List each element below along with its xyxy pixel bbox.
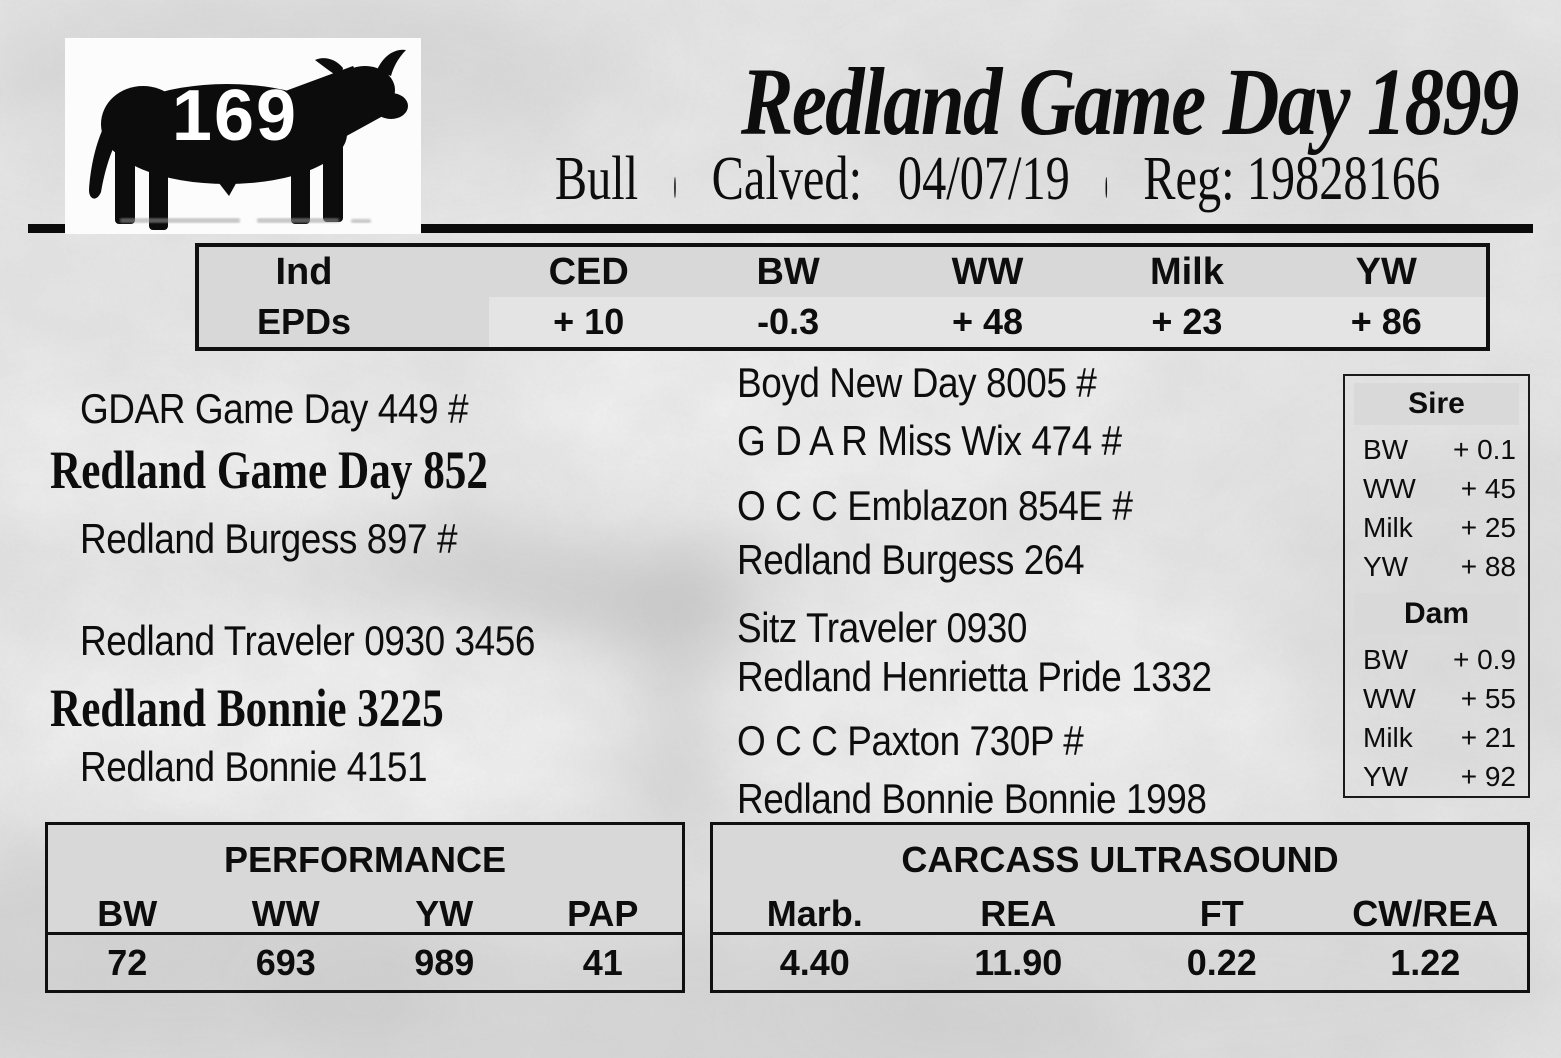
pedigree-sire: Redland Game Day 852 [50,440,489,500]
epd-table: Ind CED BW WW Milk YW EPDs + 10 -0.3 + 4… [195,243,1490,351]
calved-date: 04/07/19 [897,145,1070,213]
epd-header-bw: BW [756,250,820,293]
performance-header-ww: WW [251,893,320,934]
lot-number: 169 [171,76,299,156]
performance-value-yw: 989 [414,941,475,983]
carcass-header-marb: Marb. [766,893,863,934]
sire-epd-row: WW + 45 [1345,469,1528,508]
animal-name-title: Redland Game Day 1899 [741,48,1519,155]
epd-value-ced: + 10 [489,297,689,347]
epd-value-ww: + 48 [887,297,1088,347]
pedigree-dam-sire: Redland Traveler 0930 3456 [80,617,536,664]
calved-label: Calved: [711,145,863,213]
epd-value: + 0.1 [1452,434,1516,465]
sire-epd-row: YW + 88 [1345,547,1528,586]
epd-header-ind: Ind [275,250,333,293]
performance-header-yw: YW [415,893,474,934]
sex-label: Bull [554,145,639,213]
performance-table: PERFORMANCE BW WW YW PAP 72 693 989 41 [45,822,685,993]
pedigree-line: Redland Burgess 264 [737,536,1085,583]
epd-value: + 92 [1460,761,1516,792]
pedigree-dam-dam: Redland Bonnie 4151 [80,743,428,790]
carcass-header-ft: FT [1199,893,1244,934]
carcass-title: CARCASS ULTRASOUND [901,839,1339,880]
bullet-separator-icon [674,176,676,198]
epd-header-ww: WW [951,250,1024,293]
carcass-value-cwrea: 1.22 [1390,941,1461,983]
performance-header-pap: PAP [567,893,639,934]
carcass-value-ft: 0.22 [1186,941,1257,983]
animal-subtitle: Bull Calved: 04/07/19 Reg: 19828166 [555,148,1440,210]
epd-value: + 55 [1460,683,1516,714]
sire-epd-row: Milk + 25 [1345,508,1528,547]
carcass-header-cwrea: CW/REA [1352,893,1499,934]
epd-header-yw: YW [1355,250,1417,293]
registration-number: Reg: 19828166 [1143,145,1441,213]
dam-epd-row: YW + 92 [1345,757,1528,796]
epd-label: WW [1363,473,1416,504]
epd-label: Milk [1363,512,1413,543]
epd-header-milk: Milk [1149,250,1224,293]
pedigree-line: Sitz Traveler 0930 [737,604,1027,651]
performance-title: PERFORMANCE [223,839,506,880]
epd-label: YW [1363,761,1409,792]
epd-value: + 0.9 [1452,644,1516,675]
pedigree-line: O C C Paxton 730P # [737,717,1084,764]
performance-table-header: PERFORMANCE BW WW YW PAP [48,825,682,935]
epd-row-label: EPDs [256,301,352,342]
carcass-table-header: CARCASS ULTRASOUND Marb. REA FT CW/REA [713,825,1527,935]
epd-label: Milk [1363,722,1413,753]
epd-label: WW [1363,683,1416,714]
dam-epd-row: Milk + 21 [1345,718,1528,757]
performance-value-bw: 72 [107,941,148,983]
performance-value-ww: 693 [255,941,316,983]
epd-value: + 25 [1460,512,1516,543]
pedigree-sire-dam: Redland Burgess 897 # [80,515,458,562]
epd-value-milk: + 23 [1087,297,1287,347]
pedigree-line: Boyd New Day 8005 # [737,359,1097,406]
pedigree-line: Redland Henrietta Pride 1332 [737,653,1212,700]
parent-epd-box: Sire BW + 0.1 WW + 45 Milk + 25 YW + 88 … [1343,374,1530,798]
pedigree-line: G D A R Miss Wix 474 # [737,417,1122,464]
carcass-value-marb: 4.40 [779,941,850,983]
epd-header-ced: CED [548,250,629,293]
epd-label: YW [1363,551,1409,582]
carcass-header-rea: REA [980,893,1057,934]
carcass-ultrasound-table: CARCASS ULTRASOUND Marb. REA FT CW/REA 4… [710,822,1530,993]
bullet-separator-icon [1105,176,1108,198]
pedigree-sire-sire: GDAR Game Day 449 # [80,385,469,432]
epd-value: + 45 [1460,473,1516,504]
epd-value-bw: -0.3 [688,297,888,347]
performance-header-bw: BW [97,893,158,934]
sire-epd-header: Sire [1354,383,1519,425]
header-divider-rule [28,224,1533,233]
pedigree-dam: Redland Bonnie 3225 [50,678,444,738]
dam-epd-row: WW + 55 [1345,679,1528,718]
performance-value-pap: 41 [582,941,623,983]
pedigree-line: Redland Bonnie Bonnie 1998 [737,775,1207,822]
epd-label: BW [1363,644,1409,675]
epd-value: + 21 [1460,722,1516,753]
epd-label: BW [1363,434,1409,465]
epd-value-yw: + 86 [1286,297,1486,347]
carcass-value-rea: 11.90 [974,941,1063,983]
dam-epd-row: BW + 0.9 [1345,640,1528,679]
pedigree-line: O C C Emblazon 854E # [737,482,1133,529]
epd-value: + 88 [1460,551,1516,582]
sire-epd-row: BW + 0.1 [1345,430,1528,469]
bull-image: 169 [65,38,421,234]
dam-epd-header: Dam [1354,593,1519,635]
bull-silhouette-icon [89,49,408,230]
